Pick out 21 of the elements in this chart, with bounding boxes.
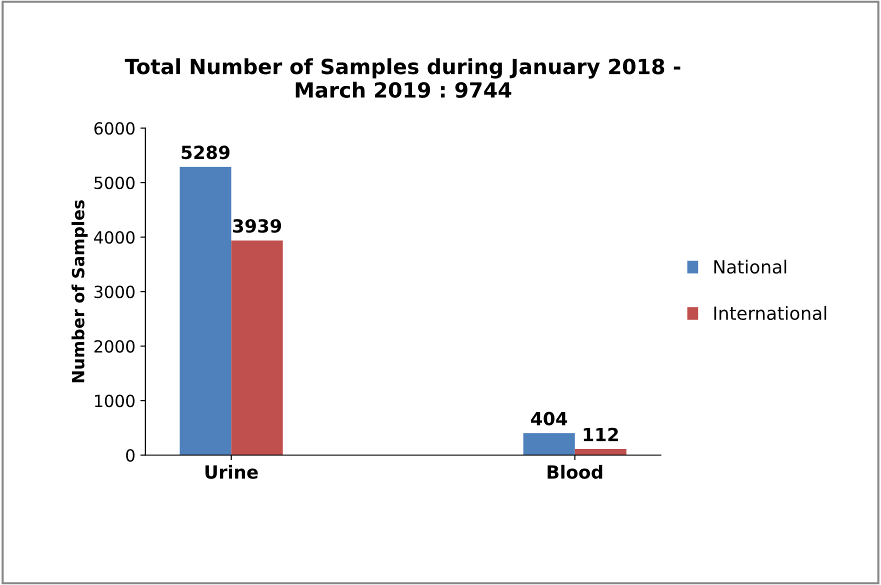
data-label: 112	[584, 428, 618, 442]
y-tick-label: 6000	[94, 122, 135, 135]
y-tick-label: 1000	[95, 394, 135, 408]
bar	[231, 240, 283, 456]
bar	[523, 433, 575, 456]
data-label: 5289	[182, 146, 230, 160]
x-tick-label: Urine	[205, 464, 258, 479]
y-tick-label: 4000	[94, 231, 135, 244]
data-label: 404	[531, 412, 568, 426]
y-tick-label: 2000	[94, 340, 135, 353]
legend-label: International	[714, 306, 826, 320]
x-tick-label: Blood	[548, 464, 602, 479]
y-axis-title: Number of Samples	[72, 200, 88, 382]
y-tick-label: 5000	[94, 176, 135, 190]
data-label: 3939	[233, 219, 282, 233]
y-tick-label: 0	[126, 449, 135, 462]
legend-label: National	[714, 260, 786, 274]
bar	[180, 166, 232, 456]
bar	[574, 449, 626, 456]
y-tick-label: 3000	[94, 286, 135, 298]
chart-title: Total Number of Samples during January 2018 - March 2019 : 9744	[124, 58, 680, 98]
